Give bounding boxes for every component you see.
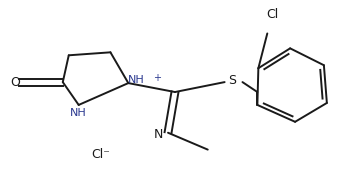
Text: Cl: Cl [266,8,279,21]
Text: O: O [10,76,20,89]
Text: NH: NH [70,108,87,118]
Text: N: N [154,128,163,141]
Text: +: + [153,73,161,83]
Text: Cl⁻: Cl⁻ [91,148,110,161]
Text: NH: NH [128,75,145,85]
Text: S: S [228,74,237,87]
